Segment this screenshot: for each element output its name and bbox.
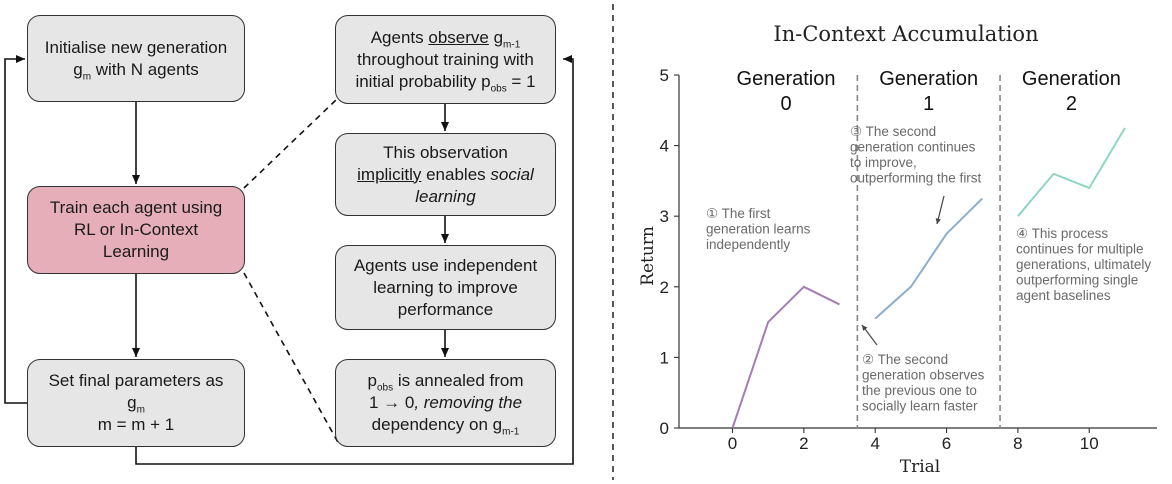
- x-tick-label: 0: [728, 434, 737, 453]
- x-tick-label: 4: [870, 434, 879, 453]
- generation-label-number: 0: [780, 93, 791, 115]
- arrow-final-loop-to-init: [4, 55, 28, 404]
- init-line-1: Initialise new generation: [44, 37, 228, 57]
- y-tick-label: 0: [660, 419, 669, 438]
- observe-line-1: Agents observe gm-1: [370, 27, 521, 50]
- y-tick-label: 3: [660, 207, 669, 226]
- annotation-3-line: ③ The second: [850, 124, 936, 139]
- y-tick-label: 2: [660, 278, 669, 297]
- x-tick-label: 2: [799, 434, 808, 453]
- annotation-1-line: generation learns: [706, 222, 811, 237]
- generation-label-title: Generation: [737, 68, 836, 90]
- annotation-3-line: generation continues: [850, 140, 976, 155]
- observe-line-2: throughout training with: [357, 49, 534, 69]
- annotation-4-line: continues for multiple: [1016, 242, 1144, 257]
- train-line-2: RL or In-Context: [73, 220, 199, 239]
- annotation-3-line: outperforming the first: [850, 171, 982, 186]
- annotation-1-line: independently: [706, 237, 790, 252]
- init-line-2: gm with N agents: [73, 59, 199, 82]
- y-axis-label: Return: [638, 226, 658, 286]
- independent-learning-box: Agents use independent learning to impro…: [335, 245, 556, 330]
- independent-line-2: learning to improve: [373, 277, 518, 297]
- annotation-4-line: generations, ultimately: [1016, 257, 1151, 272]
- annotation-4-line: ④ This process: [1016, 226, 1108, 241]
- independent-line-1: Agents use independent: [353, 255, 538, 275]
- x-tick-label: 8: [1013, 434, 1022, 453]
- y-tick-label: 1: [660, 348, 669, 367]
- generation-label-title: Generation: [879, 68, 978, 90]
- x-axis-label: Trial: [900, 457, 940, 477]
- annotation-2-line: generation observes: [862, 368, 985, 383]
- flow-connectors: [4, 4, 614, 480]
- social-learning-box: This observation implicitly enables soci…: [335, 133, 556, 216]
- annotation-3-arrow-head: [935, 218, 941, 224]
- generation-label-title: Generation: [1022, 68, 1121, 90]
- zoom-line-top: [243, 99, 337, 189]
- x-tick-label: 6: [942, 434, 951, 453]
- anneal-box: pobs is annealed from 1 → 0, removing th…: [335, 359, 556, 447]
- anneal-line-3: dependency on gm-1: [371, 415, 520, 438]
- annotation-1-line: ① The first: [706, 206, 771, 221]
- arrow-final-to-observe: [135, 55, 574, 465]
- series-line-generation-0: [731, 285, 840, 429]
- anneal-line-2: 1 → 0, removing the: [368, 393, 523, 412]
- x-tick-label: 10: [1080, 434, 1099, 453]
- series-line-generation-1: [874, 197, 983, 320]
- final-line-2: gm: [127, 393, 145, 416]
- observe-box: Agents observe gm-1 throughout training …: [335, 15, 556, 104]
- zoom-line-bottom: [243, 272, 341, 447]
- social-line-3: learning: [415, 186, 476, 206]
- chart-title: In-Context Accumulation: [773, 22, 1038, 46]
- generation-label-number: 1: [923, 93, 934, 115]
- social-line-1: This observation: [383, 142, 508, 162]
- annotation-2-arrow-head: [862, 325, 868, 331]
- annotation-2-arrow: [861, 324, 878, 346]
- generation-label-number: 2: [1066, 93, 1077, 115]
- annotation-2-line: the previous one to: [862, 383, 977, 398]
- series-line-generation-2: [1017, 127, 1126, 217]
- train-line-3: Learning: [102, 242, 170, 261]
- init-generation-box: Initialise new generation gm with N agen…: [27, 15, 245, 102]
- social-line-2: implicitly enables social: [357, 164, 534, 184]
- anneal-line-1: pobs is annealed from: [367, 371, 524, 394]
- train-line-1: Train each agent using: [49, 198, 223, 217]
- final-line-3: m = m + 1: [97, 415, 175, 434]
- y-tick-label: 4: [660, 137, 669, 156]
- independent-line-3: performance: [397, 299, 494, 319]
- final-line-1: Set final parameters as: [48, 371, 224, 390]
- annotation-2-line: ② The second: [862, 352, 948, 367]
- annotation-4-line: agent baselines: [1016, 288, 1111, 303]
- annotation-4-line: outperforming single: [1016, 273, 1138, 288]
- annotation-3-line: to improve,: [850, 155, 917, 170]
- final-params-box: Set final parameters as gm m = m + 1: [27, 359, 245, 447]
- train-agent-box: Train each agent using RL or In-Context …: [27, 186, 245, 274]
- observe-line-3: initial probability pobs = 1: [355, 71, 536, 94]
- annotation-2-line: socially learn faster: [862, 399, 978, 414]
- y-tick-label: 5: [660, 66, 669, 85]
- annotation-3-arrow: [936, 195, 945, 225]
